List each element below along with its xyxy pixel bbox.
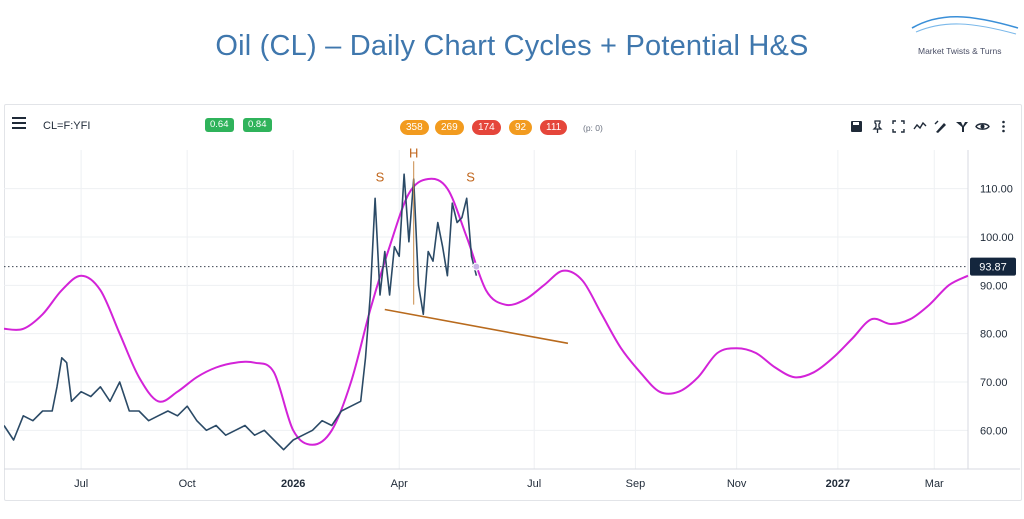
- y-tick-label: 60.00: [980, 425, 1008, 437]
- x-tick-label: 2026: [281, 478, 305, 490]
- save-icon[interactable]: [849, 119, 864, 134]
- chart-panel: CL=F:YFI 0.64 0.84 358 269 174 92 111 (p…: [4, 104, 1022, 501]
- cycle-line: [4, 177, 969, 446]
- y-tick-label: 70.00: [980, 377, 1008, 389]
- p-count: (p: 0): [583, 123, 603, 133]
- brand-name: Market Twists & Turns: [918, 46, 1002, 56]
- chart-title: Oil (CL) – Daily Chart Cycles + Potentia…: [215, 30, 809, 62]
- toolbar-icons: [849, 119, 1011, 134]
- symbol-label[interactable]: CL=F:YFI: [43, 120, 91, 132]
- cycle-badge[interactable]: 269: [435, 120, 464, 135]
- pattern-label: H: [409, 145, 418, 160]
- cycle-badge[interactable]: 174: [472, 120, 501, 135]
- drawing-icon[interactable]: [933, 119, 948, 134]
- more-icon[interactable]: [996, 119, 1011, 134]
- pin-icon[interactable]: [870, 119, 885, 134]
- x-tick-label: Nov: [727, 478, 747, 490]
- price-line: [4, 173, 478, 451]
- cycle-badge[interactable]: 358: [400, 120, 429, 135]
- y-tick-label: 110.00: [980, 184, 1013, 196]
- filter-icon[interactable]: [954, 119, 969, 134]
- x-tick-label: Jul: [527, 478, 541, 490]
- x-tick-label: Oct: [179, 478, 196, 490]
- y-tick-label: 80.00: [980, 329, 1008, 341]
- fullscreen-icon[interactable]: [891, 119, 906, 134]
- brand-logo-swoosh: [911, 15, 1019, 35]
- menu-icon[interactable]: [12, 117, 26, 129]
- last-point-marker: [472, 262, 481, 271]
- x-tick-label: Sep: [626, 478, 646, 490]
- x-tick-label: Apr: [391, 478, 408, 490]
- x-tick-label: Mar: [925, 478, 944, 490]
- price-chart[interactable]: 60.00 70.00 80.00 90.00 100.00 110.00 Jul Oct 20…: [4, 104, 1020, 499]
- neckline: [384, 308, 569, 345]
- pattern-label: S: [466, 169, 475, 184]
- chart-toolbar: CL=F:YFI 0.64 0.84 358 269 174 92 111 (p…: [5, 105, 1021, 149]
- last-price-tag: [970, 257, 1016, 276]
- x-tick-label: Jul: [74, 478, 88, 490]
- eye-icon[interactable]: [975, 119, 990, 134]
- cycle-badge[interactable]: 92: [509, 120, 533, 135]
- compare-icon[interactable]: [912, 119, 927, 134]
- indicator-badge[interactable]: 0.84: [243, 118, 272, 132]
- indicator-badge[interactable]: 0.64: [205, 118, 234, 132]
- pattern-label: S: [376, 169, 385, 184]
- y-tick-label: 100.00: [980, 232, 1014, 244]
- y-tick-label: 90.00: [980, 280, 1008, 292]
- x-tick-label: 2027: [826, 478, 850, 490]
- cycle-badge[interactable]: 111: [540, 120, 568, 135]
- last-price-value: 93.87: [979, 262, 1007, 274]
